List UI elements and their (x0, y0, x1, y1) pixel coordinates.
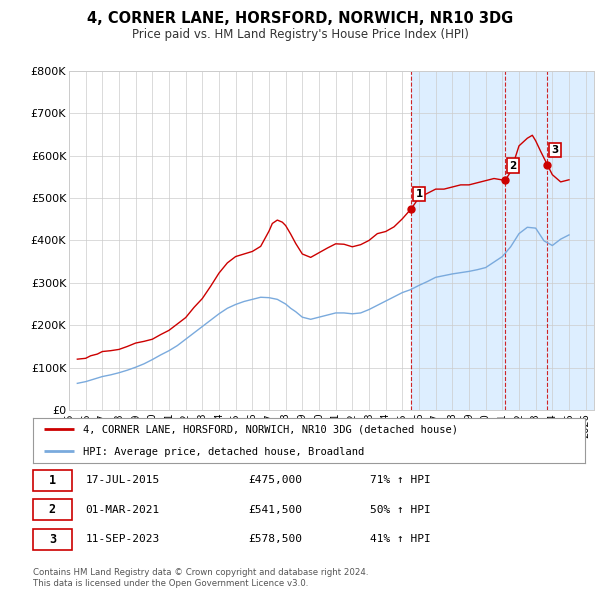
Text: 01-MAR-2021: 01-MAR-2021 (85, 505, 160, 514)
Text: HPI: Average price, detached house, Broadland: HPI: Average price, detached house, Broa… (83, 447, 364, 457)
Text: 11-SEP-2023: 11-SEP-2023 (85, 535, 160, 544)
Text: 1: 1 (49, 474, 56, 487)
Text: 1: 1 (415, 189, 423, 199)
Text: Price paid vs. HM Land Registry's House Price Index (HPI): Price paid vs. HM Land Registry's House … (131, 28, 469, 41)
Text: Contains HM Land Registry data © Crown copyright and database right 2024.
This d: Contains HM Land Registry data © Crown c… (33, 568, 368, 588)
Text: 71% ↑ HPI: 71% ↑ HPI (370, 476, 430, 485)
Text: 2: 2 (509, 160, 517, 171)
Text: £578,500: £578,500 (248, 535, 302, 544)
Text: 17-JUL-2015: 17-JUL-2015 (85, 476, 160, 485)
FancyBboxPatch shape (33, 499, 71, 520)
Text: 4, CORNER LANE, HORSFORD, NORWICH, NR10 3DG (detached house): 4, CORNER LANE, HORSFORD, NORWICH, NR10 … (83, 425, 458, 435)
Text: 3: 3 (49, 533, 56, 546)
Text: 4, CORNER LANE, HORSFORD, NORWICH, NR10 3DG: 4, CORNER LANE, HORSFORD, NORWICH, NR10 … (87, 11, 513, 25)
Text: 3: 3 (551, 145, 559, 155)
Text: 50% ↑ HPI: 50% ↑ HPI (370, 505, 430, 514)
FancyBboxPatch shape (33, 529, 71, 550)
FancyBboxPatch shape (33, 470, 71, 491)
Text: £541,500: £541,500 (248, 505, 302, 514)
Text: 41% ↑ HPI: 41% ↑ HPI (370, 535, 430, 544)
Text: 2: 2 (49, 503, 56, 516)
Bar (412, 71, 594, 410)
Text: £475,000: £475,000 (248, 476, 302, 485)
